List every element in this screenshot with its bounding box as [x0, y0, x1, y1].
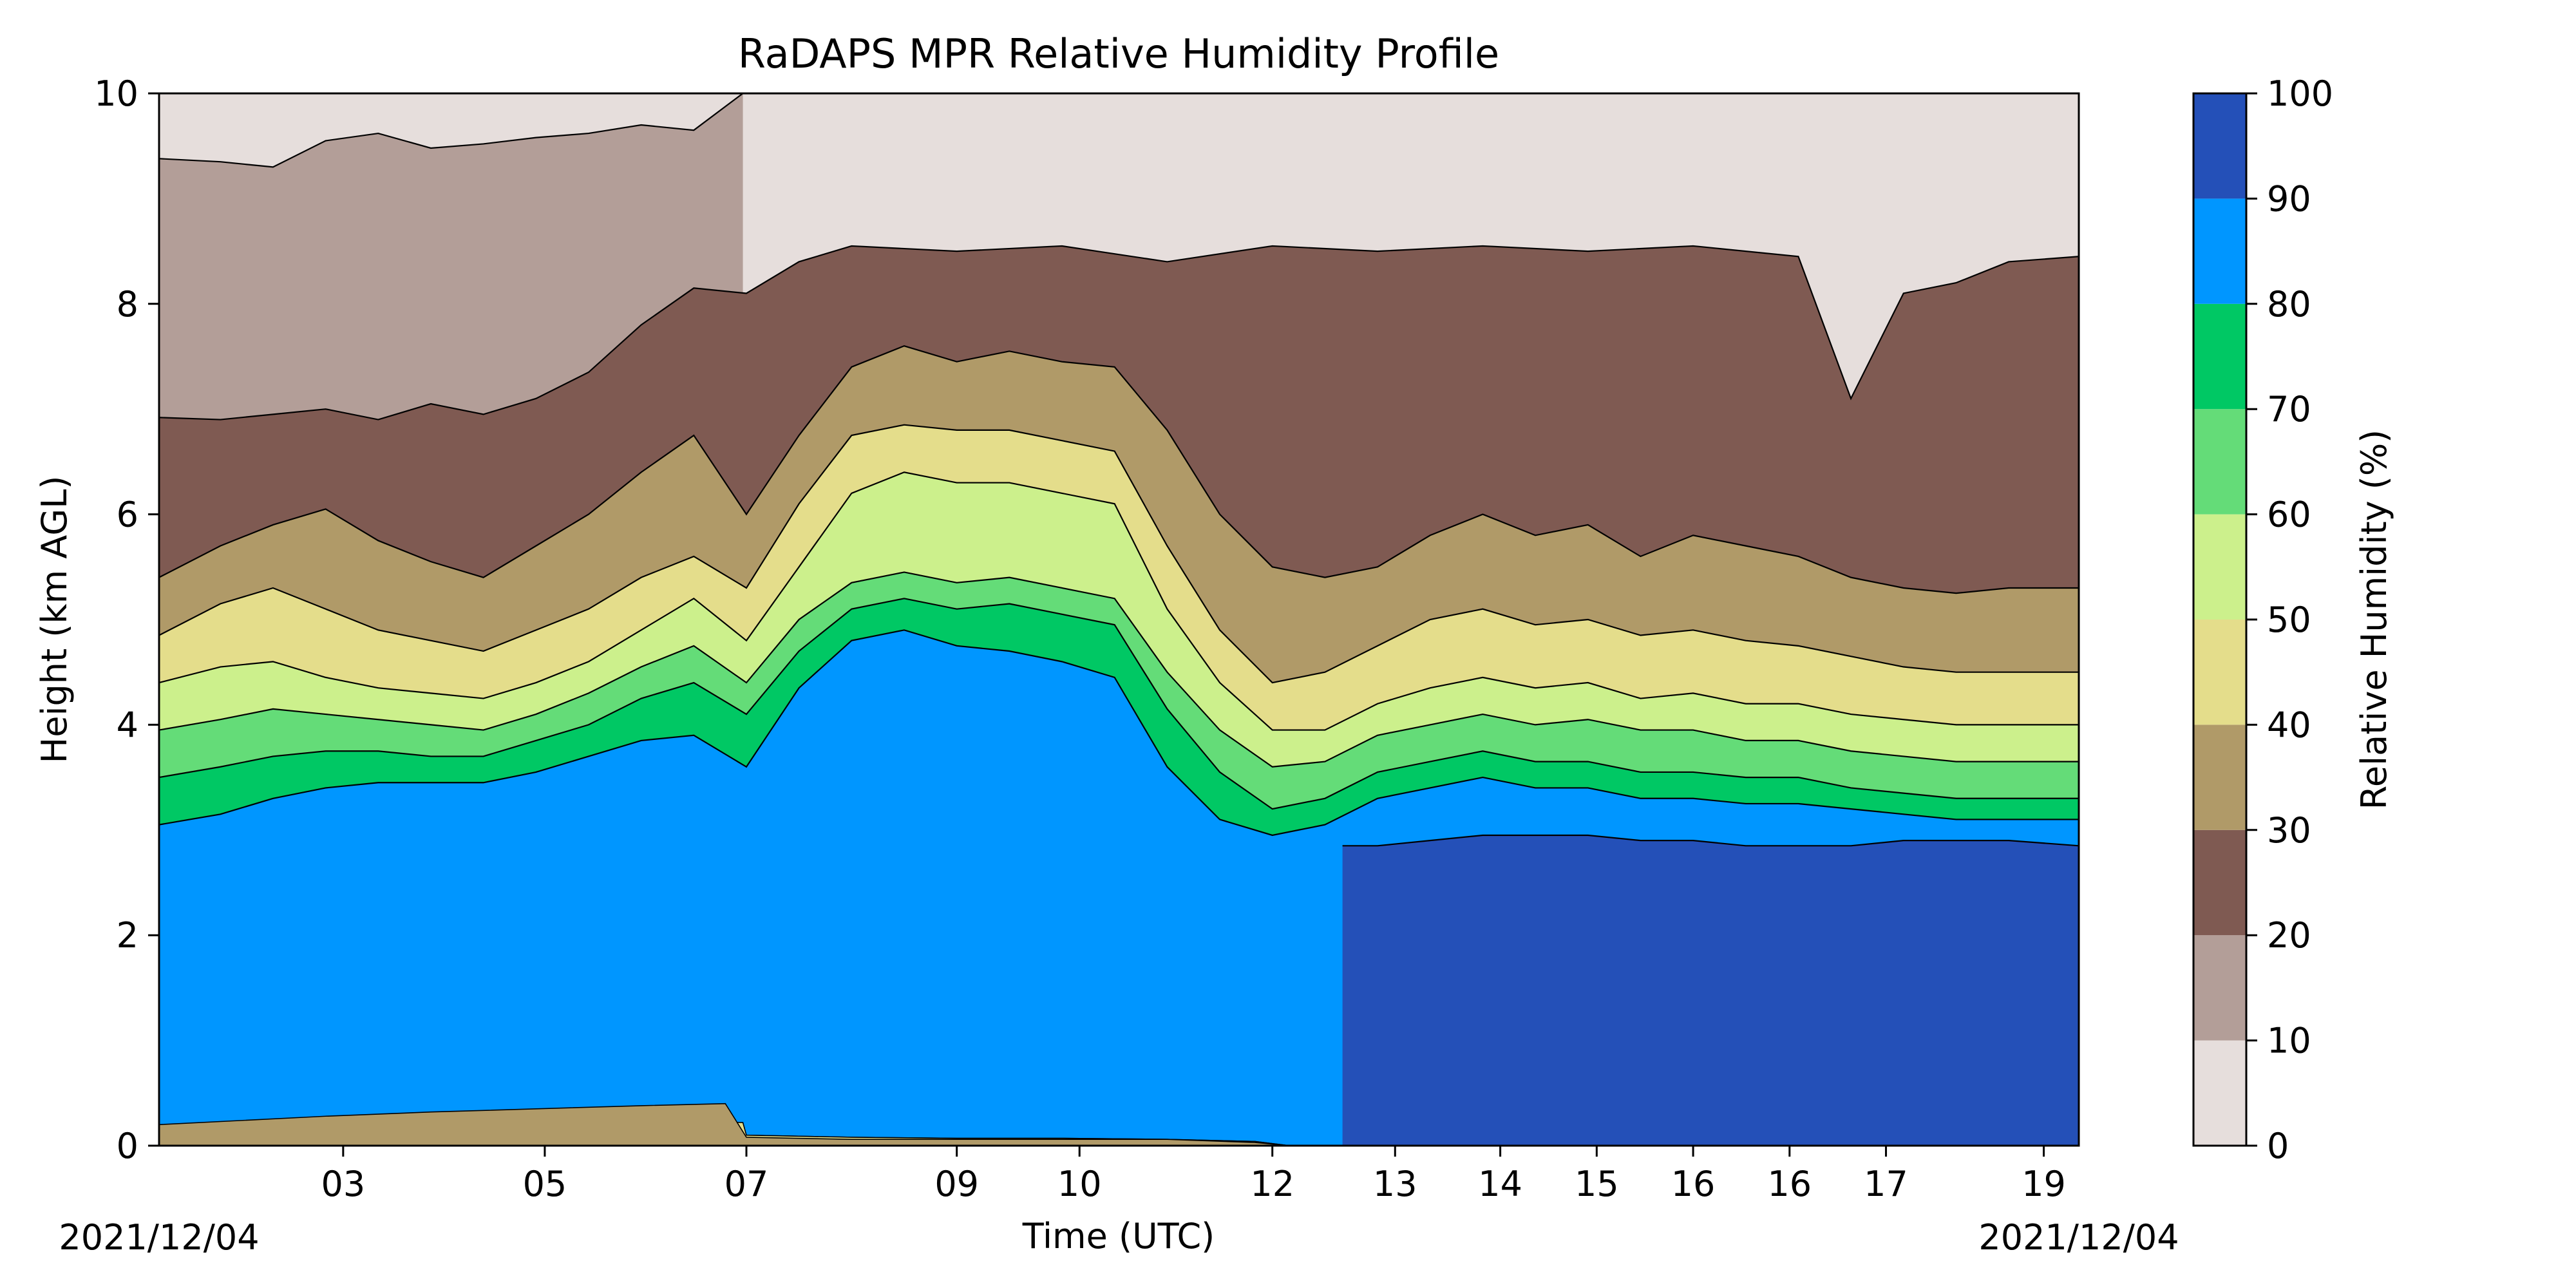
colorbar-swatch — [2193, 514, 2246, 620]
x-tick-label: 09 — [934, 1164, 979, 1204]
colorbar-tick-label: 80 — [2267, 284, 2311, 325]
x-tick-label: 07 — [724, 1164, 769, 1204]
colorbar-swatch — [2193, 409, 2246, 515]
colorbar-swatch — [2193, 935, 2246, 1041]
colorbar-tick-label: 50 — [2267, 600, 2311, 640]
low-level-band-30-40 — [159, 1103, 1291, 1146]
x-tick-label: 05 — [523, 1164, 567, 1204]
rh-contour-60 — [159, 571, 2079, 768]
rh-contour-90 — [1342, 834, 2079, 847]
colorbar-swatch — [2193, 829, 2246, 936]
colorbar-tick-label: 70 — [2267, 389, 2311, 430]
colorbar-tick-label: 100 — [2267, 73, 2333, 114]
x-tick-label: 12 — [1250, 1164, 1294, 1204]
colorbar: 0 10 20 30 40 50 60 70 80 90 100 — [2192, 73, 2333, 1166]
colorbar-swatch — [2193, 198, 2246, 304]
plot-area-frame — [158, 92, 2080, 1147]
rh-contour-50 — [159, 471, 2079, 731]
colorbar-swatch — [2193, 620, 2246, 725]
y-tick-label: 4 — [117, 705, 138, 745]
x-tick-label: 13 — [1373, 1164, 1417, 1204]
y-tick-label: 8 — [117, 284, 138, 325]
y-axis-label: Height (km AGL) — [34, 476, 75, 764]
contour-fills — [159, 93, 2079, 1146]
y-tick-label: 10 — [94, 73, 138, 114]
rh-contour-70 — [159, 598, 2079, 810]
colorbar-tick-label: 30 — [2267, 810, 2311, 851]
colorbar-tick-label: 90 — [2267, 178, 2311, 219]
colorbar-label: Relative Humidity (%) — [2354, 430, 2394, 810]
x-tick-label: 17 — [1864, 1164, 1908, 1204]
colorbar-tick-label: 10 — [2267, 1021, 2311, 1061]
rh-contour-10 — [159, 93, 744, 168]
x-tick-label: 16 — [1767, 1164, 1812, 1204]
colorbar-tick-label: 60 — [2267, 495, 2311, 535]
colorbar-tick-label: 0 — [2267, 1126, 2289, 1166]
start-date-label: 2021/12/04 — [59, 1217, 259, 1258]
rh-contour-80 — [159, 629, 2079, 837]
colorbar-swatch — [2193, 1040, 2246, 1146]
x-axis: 03 05 07 09 10 12 13 14 15 16 16 17 19 — [321, 1146, 2066, 1204]
x-tick-label: 03 — [321, 1164, 365, 1204]
end-date-label: 2021/12/04 — [1978, 1217, 2179, 1258]
y-tick-label: 2 — [117, 915, 138, 956]
colorbar-swatch — [2193, 724, 2246, 830]
x-tick-label: 15 — [1575, 1164, 1619, 1204]
rh-contour-40 — [159, 424, 2079, 684]
x-tick-label: 19 — [2022, 1164, 2066, 1204]
x-axis-label: Time (UTC) — [1022, 1216, 1215, 1256]
colorbar-tick-label: 20 — [2267, 915, 2311, 956]
y-tick-label: 0 — [117, 1126, 138, 1166]
colorbar-swatch — [2193, 93, 2246, 199]
chart-title: RaDAPS MPR Relative Humidity Profile — [738, 30, 1499, 77]
x-tick-label: 10 — [1057, 1164, 1102, 1204]
colorbar-swatch — [2193, 303, 2246, 410]
y-axis: 0 2 4 6 8 10 — [94, 73, 159, 1166]
y-tick-label: 6 — [117, 495, 138, 535]
rh-contour-30 — [159, 345, 2079, 594]
rh-band-90-100 — [1342, 835, 2079, 1146]
colorbar-tick-label: 40 — [2267, 705, 2311, 745]
x-tick-label: 16 — [1671, 1164, 1716, 1204]
x-tick-label: 14 — [1478, 1164, 1522, 1204]
rh-contour-20 — [159, 245, 2079, 421]
